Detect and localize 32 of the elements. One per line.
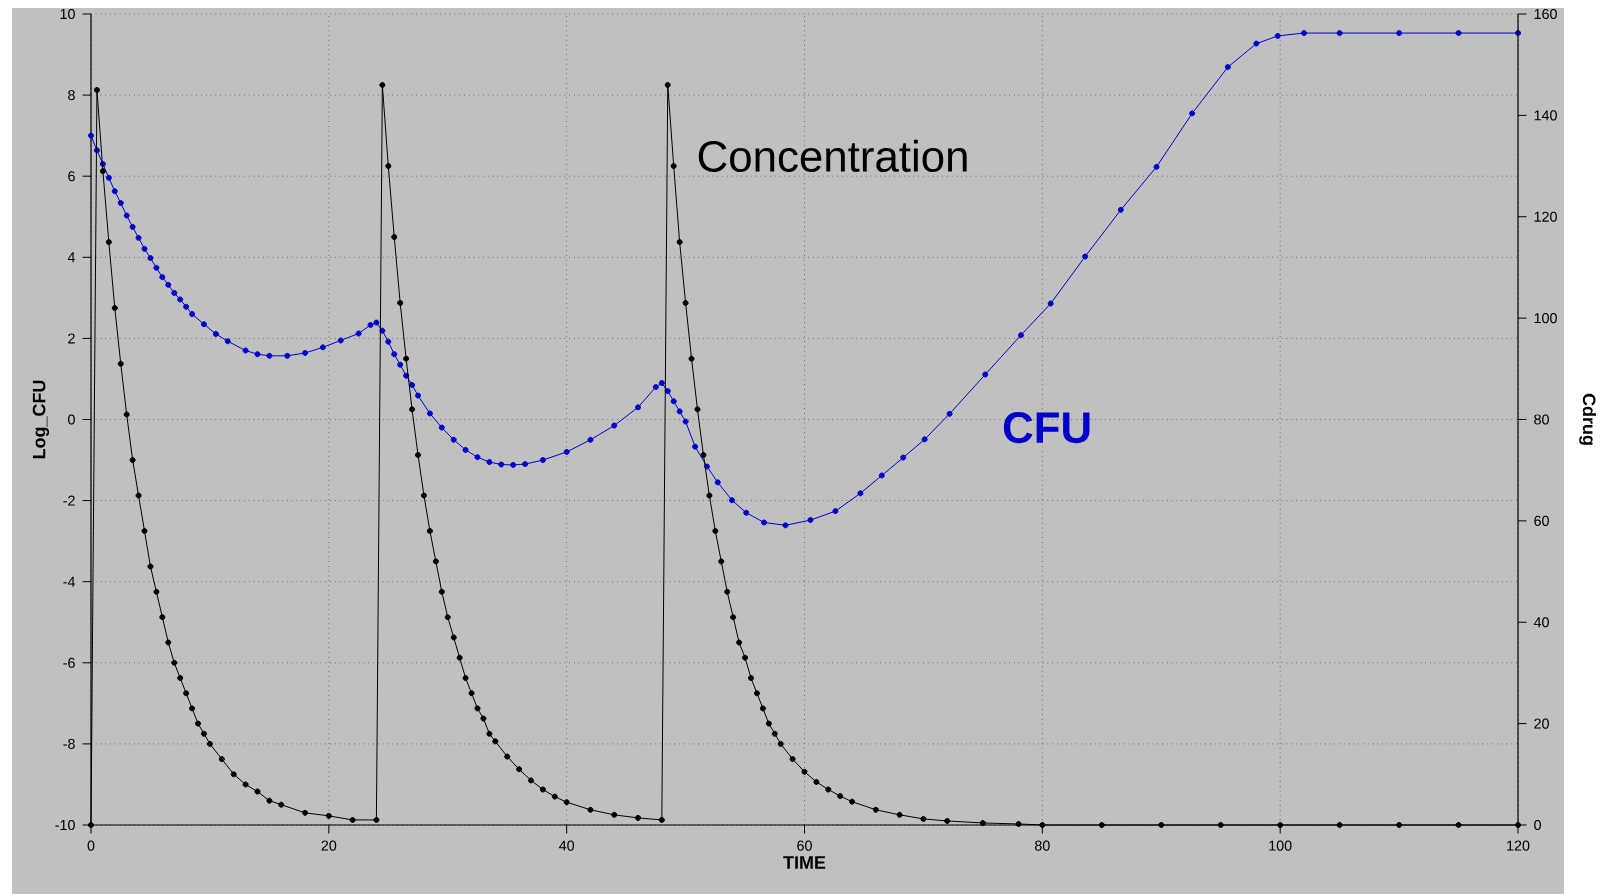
y2-tick-label: 100 <box>1534 313 1557 324</box>
series-label: Concentration <box>698 139 967 173</box>
y2-tick-label: 140 <box>1534 110 1557 121</box>
x-tick-label: 40 <box>559 840 575 851</box>
y-tick-label: -6 <box>63 657 75 668</box>
y-axis-title: Log_CFU <box>32 380 50 459</box>
y-tick-label: -8 <box>63 738 75 749</box>
y2-tick-label: 60 <box>1534 515 1549 526</box>
y-tick-label: -10 <box>55 819 75 831</box>
y2-tick-label: 160 <box>1534 8 1557 20</box>
y-tick-label: 0 <box>68 414 75 425</box>
y-tick-label: 8 <box>68 90 75 101</box>
y-tick-label: 6 <box>68 171 75 182</box>
x-tick-label: 0 <box>87 840 95 851</box>
y-tick-label: -4 <box>63 576 76 587</box>
y-tick-label: 2 <box>68 333 75 344</box>
x-tick-label: 120 <box>1507 840 1530 851</box>
x-tick-label: 80 <box>1034 840 1050 851</box>
series-label: CFU <box>1003 412 1090 444</box>
y2-tick-label: 80 <box>1534 414 1549 425</box>
x-tick-label: 60 <box>797 840 812 851</box>
y2-tick-label: 120 <box>1534 211 1557 222</box>
x-tick-label: 20 <box>321 840 337 851</box>
y-tick-label: 4 <box>67 252 76 263</box>
y2-tick-label: 20 <box>1534 718 1549 729</box>
y2-axis-title: Cdrug <box>1579 393 1596 445</box>
y-tick-label: -2 <box>63 495 75 506</box>
x-tick-label: 100 <box>1269 840 1292 851</box>
y-tick-label: 10 <box>60 8 75 20</box>
y2-tick-label: 0 <box>1534 819 1541 831</box>
x-axis-title: TIME <box>783 856 826 869</box>
y2-tick-label: 40 <box>1533 617 1549 628</box>
